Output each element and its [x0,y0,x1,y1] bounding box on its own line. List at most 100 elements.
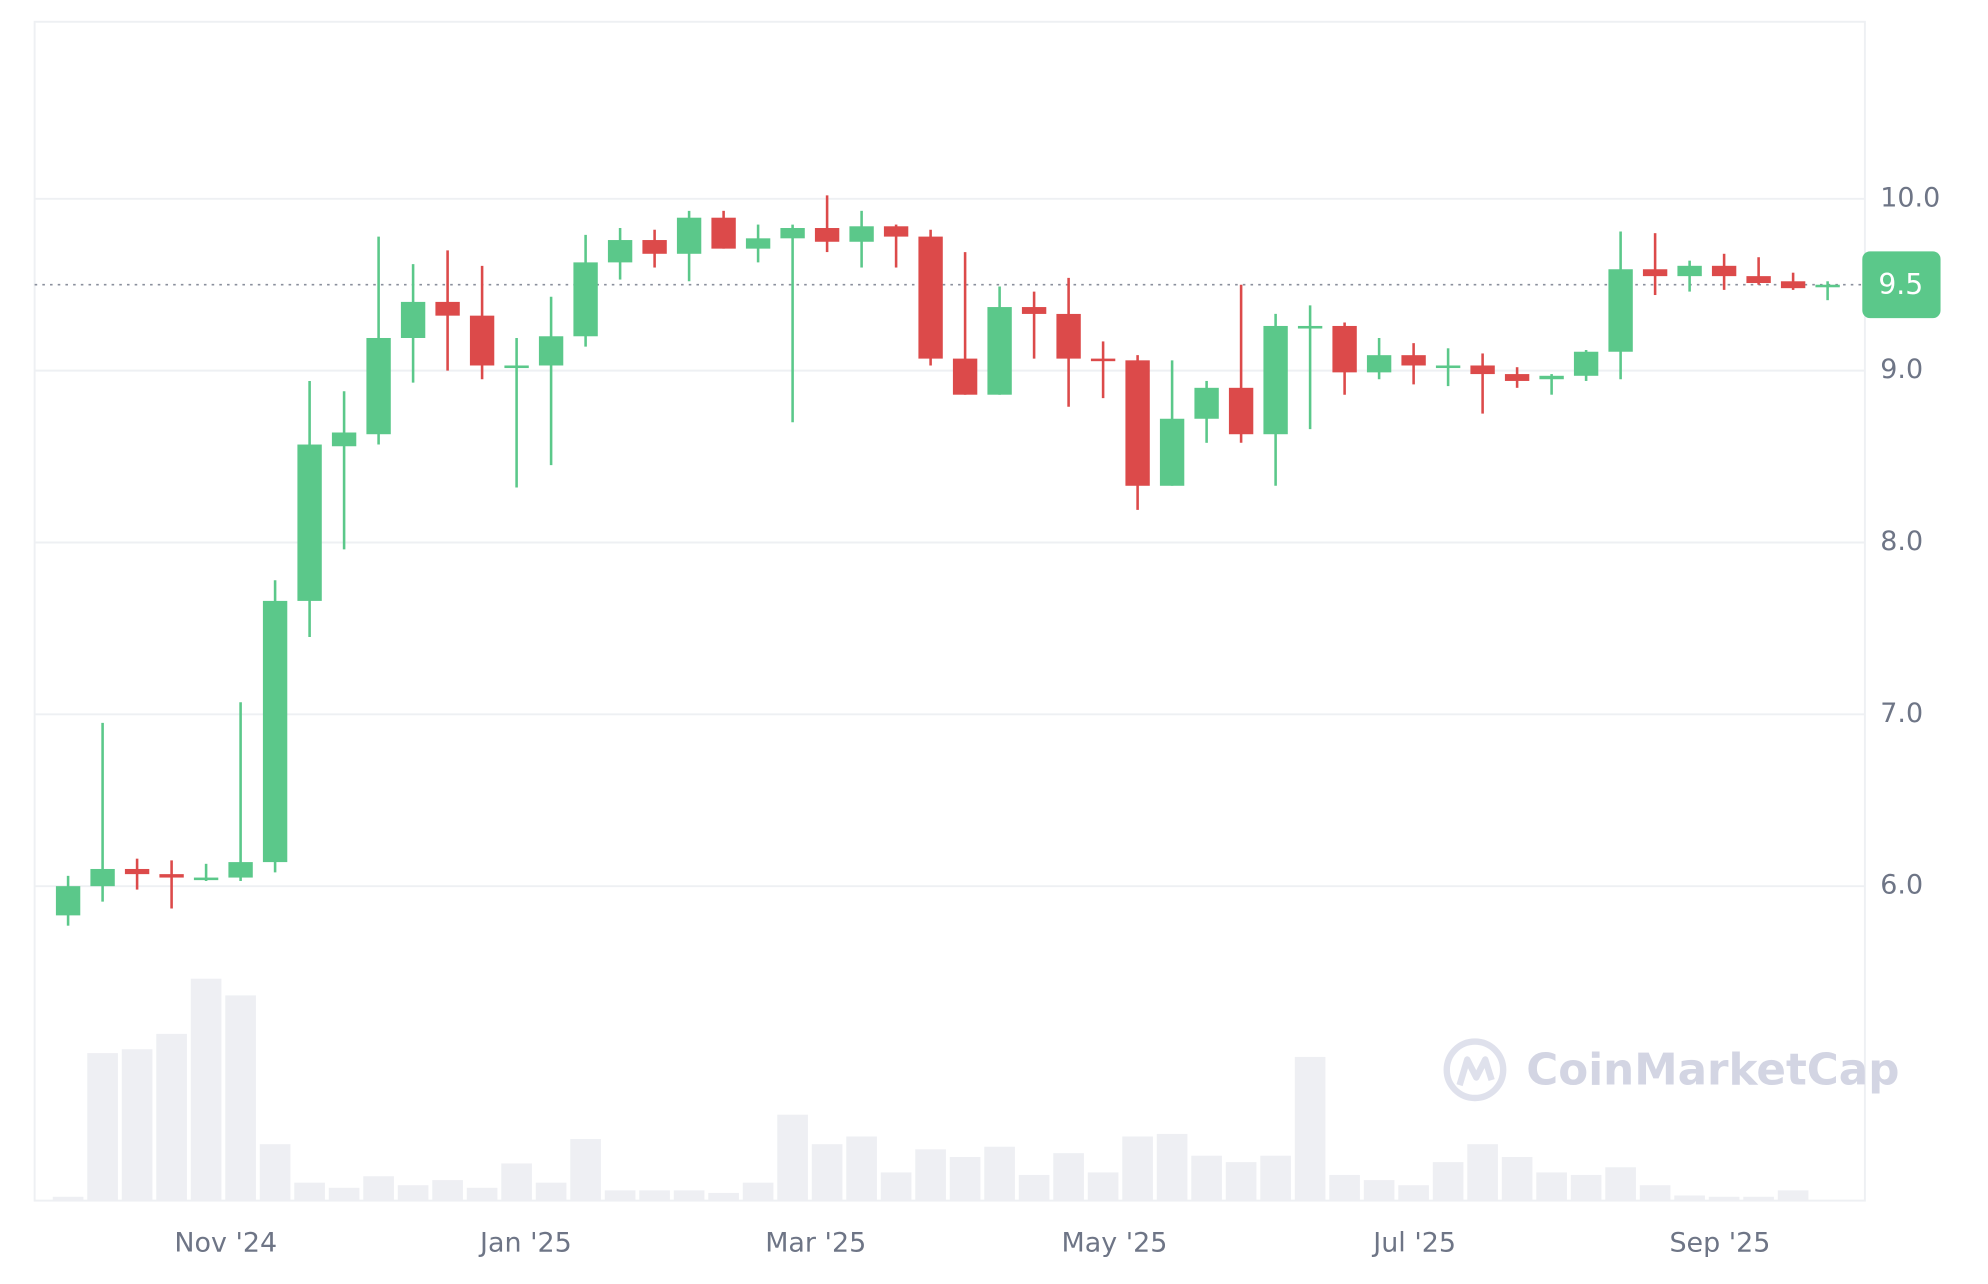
volume-bar [846,1136,877,1201]
volume-bar [1570,1174,1602,1201]
volume-bar [225,995,256,1201]
x-tick-label: Sep '25 [1669,1228,1770,1259]
candle-body [1090,358,1116,362]
candle-body [745,238,771,249]
volume-bar [87,1053,118,1201]
volume-bar [1501,1157,1533,1201]
candle-body [1677,265,1702,277]
candle-body [1297,325,1323,329]
candle-body [1194,387,1219,419]
candle-body [1746,276,1771,284]
volume-bar [535,1182,567,1201]
candle-body [1435,365,1461,369]
candle-body [331,432,357,447]
volume-bar [673,1190,705,1201]
volume-bar [1087,1172,1119,1201]
y-tick-label: 10.0 [1880,182,1940,213]
volume-bar [1191,1155,1222,1201]
volume-bar [466,1187,498,1201]
candle-body [262,600,288,863]
candle-body [1263,325,1288,435]
volume-bar [1398,1185,1429,1201]
volume-bar [259,1144,291,1201]
x-tick-label: Jan '25 [478,1228,572,1259]
current-price-badge [1862,251,1941,319]
y-tick-label: 6.0 [1880,870,1923,901]
volume-bar [1708,1196,1740,1201]
volume-bar [708,1192,739,1201]
volume-bar [328,1187,360,1201]
candle-body [1780,281,1806,289]
candle-body [676,217,702,254]
candle-body [1401,355,1426,366]
candle-body [987,307,1012,395]
volume-bar [432,1180,463,1201]
volume-bar [1536,1172,1567,1201]
volume-bar [1225,1162,1257,1201]
x-tick-label: Jul '25 [1371,1228,1456,1259]
volume-bar [949,1157,981,1201]
candle-body [1815,284,1840,288]
candle-body [1125,360,1150,486]
volume-bar [121,1049,153,1201]
volume-bar [1467,1144,1498,1201]
candle-body [1159,418,1185,486]
candle-body [435,301,460,316]
candle-body [90,868,115,887]
x-tick-label: May '25 [1062,1228,1168,1259]
candle-body [849,226,874,242]
plot-frame [33,20,1866,1202]
candle-body [159,874,184,878]
volume-bar [294,1182,325,1201]
candle-body [1504,374,1530,381]
candle-body [1539,375,1564,380]
candle-body [1573,351,1599,376]
candle-body [538,336,564,366]
candle-body [1608,269,1633,352]
x-tick-label: Mar '25 [765,1228,866,1259]
candle-body [642,240,667,254]
y-tick-label: 8.0 [1880,526,1923,557]
y-tick-label: 9.0 [1880,354,1923,385]
candle-body [1711,265,1737,277]
y-tick-label: 7.0 [1880,698,1923,729]
volume-bar [1156,1133,1188,1201]
volume-bar [639,1190,670,1201]
volume-bar [1743,1196,1774,1201]
volume-bar [1260,1155,1291,1201]
volume-bar [363,1176,394,1201]
watermark-logo [1443,1038,1507,1102]
volume-bar [1018,1174,1050,1201]
volume-bar [1639,1185,1671,1201]
volume-bar [570,1139,601,1201]
candle-body [469,315,495,366]
candle-body [504,365,529,369]
candle-body [573,262,598,337]
candle-body [1056,313,1081,359]
candle-body [1642,269,1668,277]
volume-bar [1329,1174,1360,1201]
candle-body [55,886,81,916]
candle-body [228,862,253,878]
volume-bar [397,1185,429,1201]
candle-body [711,217,736,249]
candle-body [1470,365,1495,375]
candle-body [607,240,633,263]
candle-body [1332,325,1357,373]
candle-body [366,337,391,435]
candle-body [400,301,426,338]
candle-body [780,228,805,239]
x-tick-label: Nov '24 [174,1228,277,1259]
volume-bar [742,1182,774,1201]
volume-bar [156,1033,187,1201]
candle-body [1021,307,1047,314]
candle-body [918,236,943,359]
candle-body [952,358,978,395]
volume-bar [1432,1162,1464,1201]
volume-bar [52,1196,84,1201]
volume-bar [915,1149,946,1201]
volume-bar [1122,1136,1153,1201]
volume-bar [1053,1153,1084,1201]
